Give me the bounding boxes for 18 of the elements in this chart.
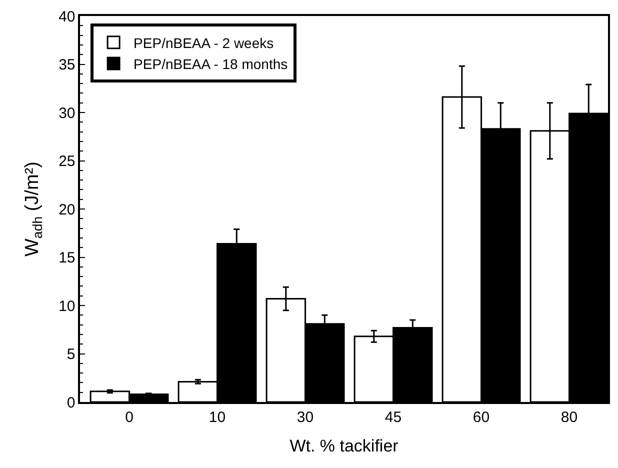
x-tick-label: 0 [125,408,134,426]
y-tick-label: 10 [58,298,76,315]
y-tick-label: 35 [58,56,76,74]
y-tick-label: 25 [58,153,76,170]
x-axis-title: Wt. % tackifier [290,436,399,456]
legend-label: PEP/nBEAA - 18 months [134,56,288,72]
x-tick-label: 60 [472,408,490,426]
y-tick-label: 20 [58,201,76,218]
x-tick-label: 45 [384,408,402,426]
x-tick-label: 80 [560,408,578,426]
y-tick-label: 30 [58,104,76,122]
y-tick-label: 5 [66,346,76,363]
y-tick-label: 15 [58,250,76,266]
y-tick-label: 0 [66,394,76,412]
legend-label: PEP/nBEAA - 2 weeks [134,34,274,51]
x-tick-label: 10 [208,408,226,426]
y-tick-label: 40 [58,8,76,26]
x-tick-label: 30 [296,408,314,426]
